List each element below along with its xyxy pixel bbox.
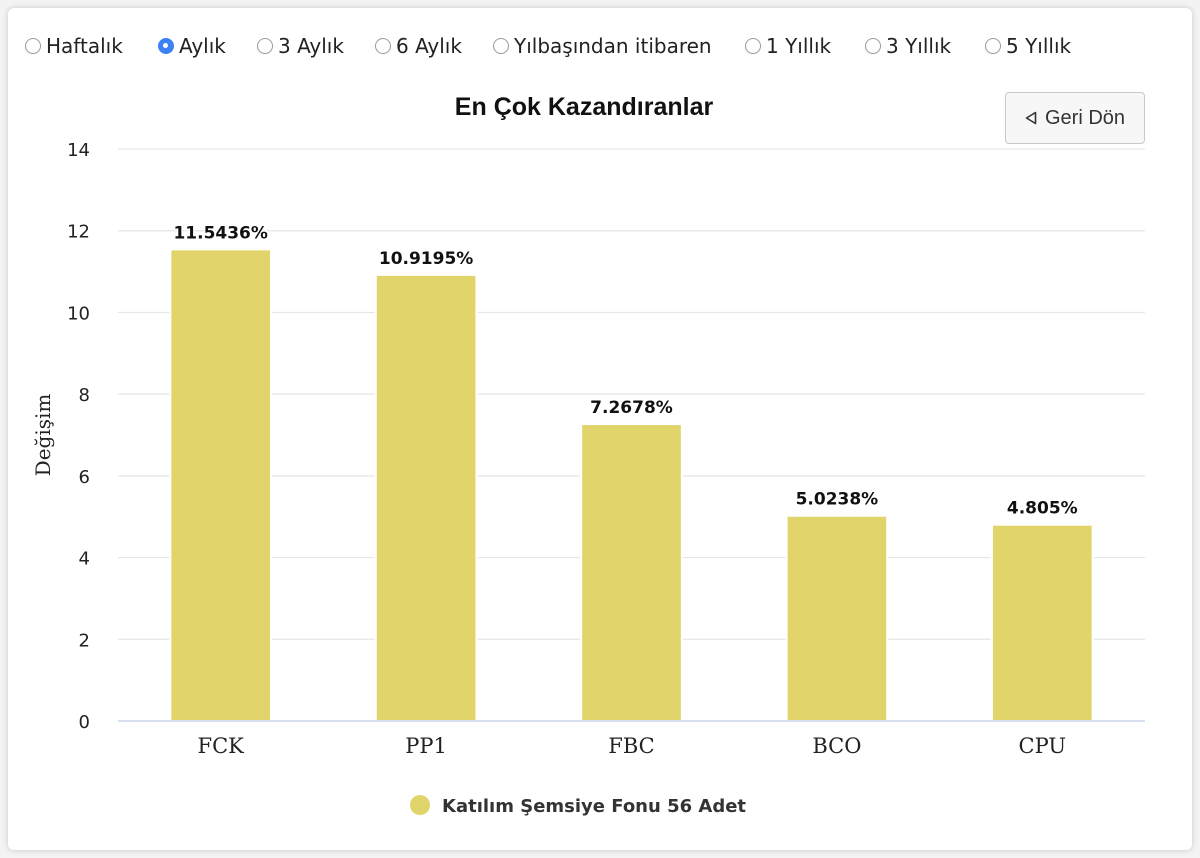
chart-title: En Çok Kazandıranlar [455,93,714,121]
y-axis-label: Değişim [31,394,55,477]
data-label-cpu: 4.805% [1007,499,1078,519]
radio-1-year[interactable] [745,38,761,54]
data-label-bco: 5.0238% [796,490,879,510]
radio-monthly[interactable] [158,38,174,54]
bar-pp1[interactable] [374,273,478,722]
radio-3-years[interactable] [865,38,881,54]
x-tick-label-fbc: FBC [608,734,654,758]
grid-lines [118,148,1145,640]
period-option-1-year[interactable]: 1 Yıllık [745,34,831,58]
period-selector: Haftalık Aylık 3 Aylık 6 Aylık Yılbaşınd… [25,34,1185,64]
back-button-label: Geri Dön [1044,106,1126,129]
y-tick-label: 8 [79,385,90,406]
data-label-pp1: 10.9195% [379,249,473,269]
x-tick-label-bco: BCO [812,734,861,758]
bar-bco[interactable] [785,514,889,722]
y-tick-label: 10 [67,303,90,324]
period-label-monthly: Aylık [179,34,226,58]
legend-marker [410,795,430,815]
radio-6-months[interactable] [375,38,391,54]
radio-3-months[interactable] [257,38,273,54]
period-option-3-months[interactable]: 3 Aylık [257,34,344,58]
y-tick-label: 6 [79,467,90,488]
period-label-weekly: Haftalık [46,34,123,58]
period-label-6-months: 6 Aylık [396,34,462,58]
period-label-ytd: Yılbaşından itibaren [514,34,712,58]
period-label-1-year: 1 Yıllık [766,34,832,58]
period-option-6-months[interactable]: 6 Aylık [375,34,462,58]
period-option-ytd[interactable]: Yılbaşından itibaren [493,34,712,58]
bar-fbc[interactable] [580,423,683,722]
radio-ytd[interactable] [493,38,509,54]
data-label-fbc: 7.2678% [590,398,673,418]
x-tick-label-cpu: CPU [1019,734,1067,758]
x-axis-ticks: FCK PP1 FBC BCO CPU [198,734,1067,758]
period-option-3-years[interactable]: 3 Yıllık [865,34,951,58]
period-option-monthly[interactable]: Aylık [158,34,226,58]
radio-weekly[interactable] [25,38,41,54]
y-tick-label: 4 [79,549,90,570]
data-label-fck: 11.5436% [173,223,267,243]
triangle-left-icon [1025,111,1037,125]
y-tick-label: 0 [79,712,90,733]
period-label-3-years: 3 Yıllık [886,34,952,58]
y-axis-ticks: 0 2 4 6 8 10 12 14 [67,140,90,733]
period-label-3-months: 3 Aylık [278,34,344,58]
bar-cpu[interactable] [990,523,1094,723]
x-tick-label-fck: FCK [198,734,245,758]
period-option-5-years[interactable]: 5 Yıllık [985,34,1071,58]
bar-series: 11.5436% 10.9195% 7.2678% 5.0238% 4.805% [169,222,1094,723]
legend[interactable]: Katılım Şemsiye Fonu 56 Adet [410,795,746,817]
y-tick-label: 12 [67,222,90,243]
bar-fck[interactable] [169,248,273,722]
y-tick-label: 14 [67,140,90,161]
y-tick-label: 2 [79,630,90,651]
back-button[interactable]: Geri Dön [1005,92,1145,144]
radio-5-years[interactable] [985,38,1001,54]
period-option-weekly[interactable]: Haftalık [25,34,123,58]
period-label-5-years: 5 Yıllık [1006,34,1072,58]
legend-label: Katılım Şemsiye Fonu 56 Adet [442,796,746,817]
x-tick-label-pp1: PP1 [405,734,447,758]
